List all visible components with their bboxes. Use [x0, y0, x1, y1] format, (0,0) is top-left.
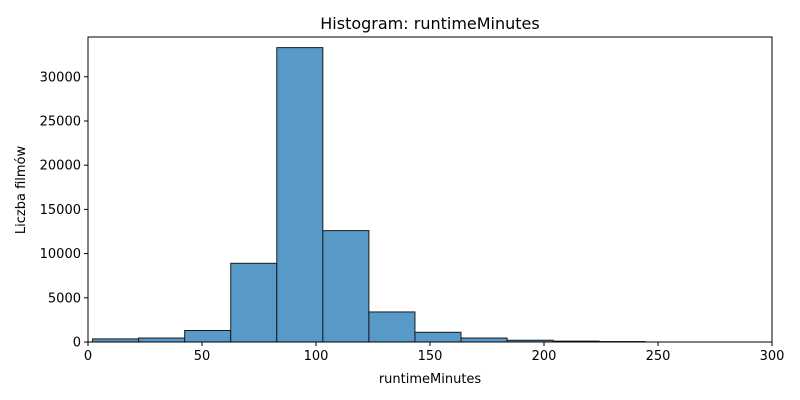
histogram-bar — [460, 337, 508, 343]
y-tick-label: 30000 — [40, 70, 81, 85]
histogram-bar — [184, 330, 232, 343]
x-tick-label: 250 — [646, 349, 671, 364]
y-tick-label: 5000 — [48, 291, 81, 306]
x-tick-label: 200 — [532, 349, 557, 364]
y-tick-label: 15000 — [40, 203, 81, 218]
histogram-bar — [276, 47, 324, 343]
y-axis-ticks: 0 5000 10000 15000 20000 25000 30000 — [40, 70, 88, 351]
x-axis-ticks: 0 50 100 150 200 250 300 — [84, 342, 785, 364]
x-tick-label: 0 — [84, 349, 92, 364]
histogram-bar — [368, 311, 416, 343]
histogram-bar — [230, 262, 278, 343]
histogram-bar — [138, 337, 186, 343]
x-axis-label: runtimeMinutes — [379, 372, 482, 387]
y-tick-label: 10000 — [40, 247, 81, 262]
x-tick-label: 150 — [418, 349, 443, 364]
plot-frame — [87, 36, 773, 343]
y-tick-label: 25000 — [40, 114, 81, 129]
x-tick-label: 300 — [760, 349, 785, 364]
y-tick-label: 0 — [73, 336, 81, 351]
x-tick-label: 50 — [194, 349, 211, 364]
bars-group — [92, 47, 646, 343]
y-tick-label: 20000 — [40, 159, 81, 174]
x-tick-label: 100 — [304, 349, 329, 364]
y-axis-label: Liczba filmów — [14, 146, 29, 235]
chart-title: Histogram: runtimeMinutes — [320, 14, 539, 33]
histogram-bar — [414, 331, 462, 343]
histogram-bar — [322, 230, 370, 343]
